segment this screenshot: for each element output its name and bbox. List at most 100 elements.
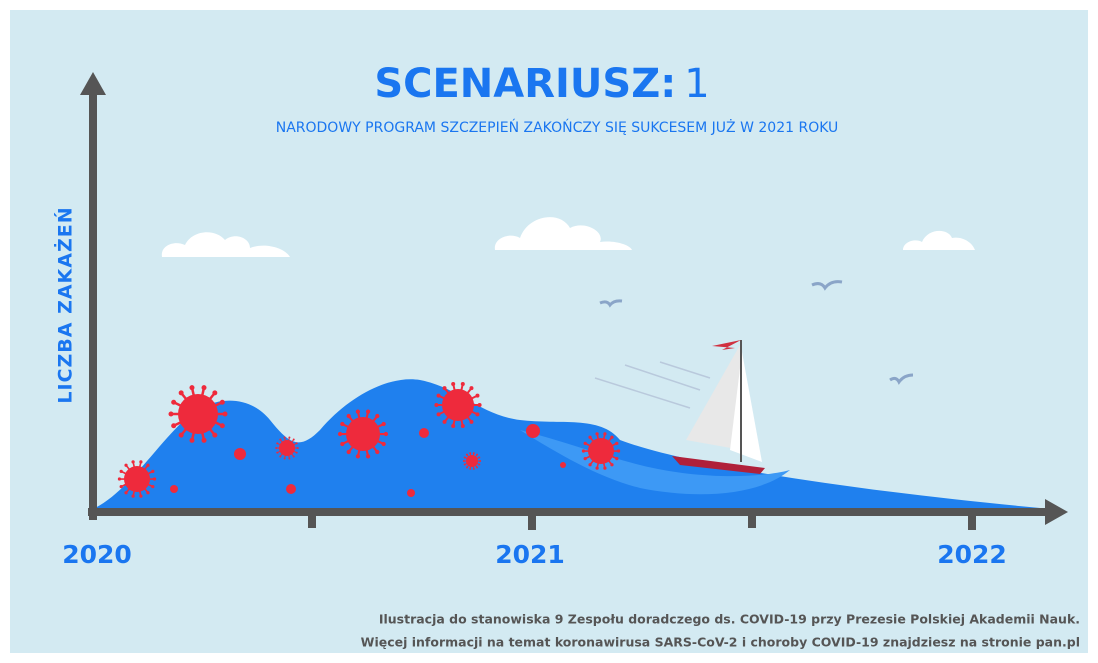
virus-spike-tip bbox=[469, 452, 471, 454]
virus-spike-tip bbox=[584, 442, 587, 445]
virus-spike-tip bbox=[146, 464, 149, 467]
virus-spike-tip bbox=[202, 385, 207, 390]
virus-spike-tip bbox=[595, 432, 598, 435]
virus-spike-tip bbox=[124, 491, 127, 494]
virus-spike-tip bbox=[293, 455, 295, 457]
virus-spike-tip bbox=[464, 456, 466, 458]
virus-spike-tip bbox=[582, 449, 585, 452]
virus-spike-tip bbox=[297, 447, 299, 449]
virus-spike-tip bbox=[463, 460, 465, 462]
virus-spike-tip bbox=[475, 394, 479, 398]
virus-spike-tip bbox=[366, 410, 370, 414]
virus-spike-tip bbox=[437, 412, 441, 416]
virus-spike-tip bbox=[139, 494, 142, 497]
virus-spike-tip bbox=[476, 454, 478, 456]
virus-spike-tip bbox=[120, 470, 123, 473]
virus-spike-tip bbox=[478, 456, 480, 458]
virus bbox=[178, 394, 218, 434]
virus-spike-tip bbox=[220, 423, 225, 428]
footer-line: Więcej informacji na temat koronawirusa … bbox=[361, 635, 1080, 650]
virus-spike-tip bbox=[151, 470, 154, 473]
subtitle: NARODOWY PROGRAM SZCZEPIEŃ ZAKOŃCZY SIĘ … bbox=[276, 118, 839, 136]
virus-spike-tip bbox=[610, 463, 613, 466]
virus-spike-tip bbox=[296, 452, 298, 454]
virus-spike-tip bbox=[451, 424, 455, 428]
virus-dot bbox=[526, 424, 540, 438]
virus-spike-tip bbox=[338, 432, 342, 436]
virus-dot bbox=[419, 428, 429, 438]
virus-dot bbox=[286, 484, 296, 494]
virus-spike-tip bbox=[476, 466, 478, 468]
virus-spike-tip bbox=[469, 386, 473, 390]
y-axis-label: LICZBA ZAKAŻEŃ bbox=[53, 206, 77, 403]
virus-spike-tip bbox=[443, 386, 447, 390]
virus-spike-tip bbox=[296, 442, 298, 444]
virus-spike-tip bbox=[366, 454, 370, 458]
virus-spike-tip bbox=[451, 382, 455, 386]
virus-spike-tip bbox=[478, 403, 482, 407]
virus-spike-tip bbox=[473, 468, 475, 470]
virus-spike-tip bbox=[275, 447, 277, 449]
virus bbox=[279, 440, 295, 456]
virus bbox=[588, 438, 614, 464]
virus-spike-tip bbox=[595, 466, 598, 469]
virus-spike-tip bbox=[220, 400, 225, 405]
virus-spike-tip bbox=[131, 460, 134, 463]
virus-spike-tip bbox=[340, 422, 344, 426]
x-label: 2020 bbox=[62, 540, 132, 569]
virus-dot bbox=[560, 462, 566, 468]
virus-spike-tip bbox=[146, 491, 149, 494]
x-label: 2021 bbox=[495, 540, 565, 569]
title-main: SCENARIUSZ: bbox=[374, 61, 676, 107]
virus-spike-tip bbox=[475, 412, 479, 416]
virus-spike-tip bbox=[120, 485, 123, 488]
virus-spike-tip bbox=[617, 449, 620, 452]
virus-spike-tip bbox=[179, 433, 184, 438]
virus-dot bbox=[234, 448, 246, 460]
title: SCENARIUSZ:1 bbox=[374, 61, 709, 107]
virus-spike-tip bbox=[466, 454, 468, 456]
virus-dot bbox=[170, 485, 178, 493]
virus-spike-tip bbox=[189, 385, 194, 390]
virus-spike-tip bbox=[118, 477, 121, 480]
title-number: 1 bbox=[684, 61, 709, 107]
virus-spike-tip bbox=[473, 452, 475, 454]
virus-spike-tip bbox=[588, 463, 591, 466]
virus-spike-tip bbox=[276, 442, 278, 444]
virus-spike-tip bbox=[437, 394, 441, 398]
virus-spike-tip bbox=[347, 450, 351, 454]
virus-spike-tip bbox=[375, 414, 379, 418]
virus-spike-tip bbox=[151, 485, 154, 488]
virus-spike-tip bbox=[153, 477, 156, 480]
virus-spike-tip bbox=[610, 436, 613, 439]
virus-spike-tip bbox=[356, 454, 360, 458]
virus-spike-tip bbox=[293, 439, 295, 441]
virus-spike-tip bbox=[356, 410, 360, 414]
virus-spike-tip bbox=[288, 436, 290, 438]
virus bbox=[346, 417, 380, 451]
virus-spike-tip bbox=[284, 436, 286, 438]
virus-spike-tip bbox=[171, 423, 176, 428]
virus-spike-tip bbox=[603, 466, 606, 469]
virus-spike-tip bbox=[340, 442, 344, 446]
virus-spike-tip bbox=[382, 422, 386, 426]
virus bbox=[466, 455, 478, 467]
virus-spike-tip bbox=[615, 457, 618, 460]
virus-spike-tip bbox=[169, 412, 174, 417]
virus-spike-tip bbox=[179, 390, 184, 395]
virus-spike-tip bbox=[478, 464, 480, 466]
virus-spike-tip bbox=[284, 458, 286, 460]
virus-spike-tip bbox=[212, 433, 217, 438]
virus-spike-tip bbox=[131, 494, 134, 497]
virus-spike-tip bbox=[139, 460, 142, 463]
virus-spike-tip bbox=[212, 390, 217, 395]
virus-spike-tip bbox=[382, 442, 386, 446]
virus bbox=[442, 389, 474, 421]
virus-spike-tip bbox=[434, 403, 438, 407]
virus-spike-tip bbox=[469, 468, 471, 470]
virus-dot bbox=[407, 489, 415, 497]
virus-spike-tip bbox=[584, 457, 587, 460]
virus-spike-tip bbox=[171, 400, 176, 405]
virus-spike-tip bbox=[124, 464, 127, 467]
virus-spike-tip bbox=[443, 420, 447, 424]
